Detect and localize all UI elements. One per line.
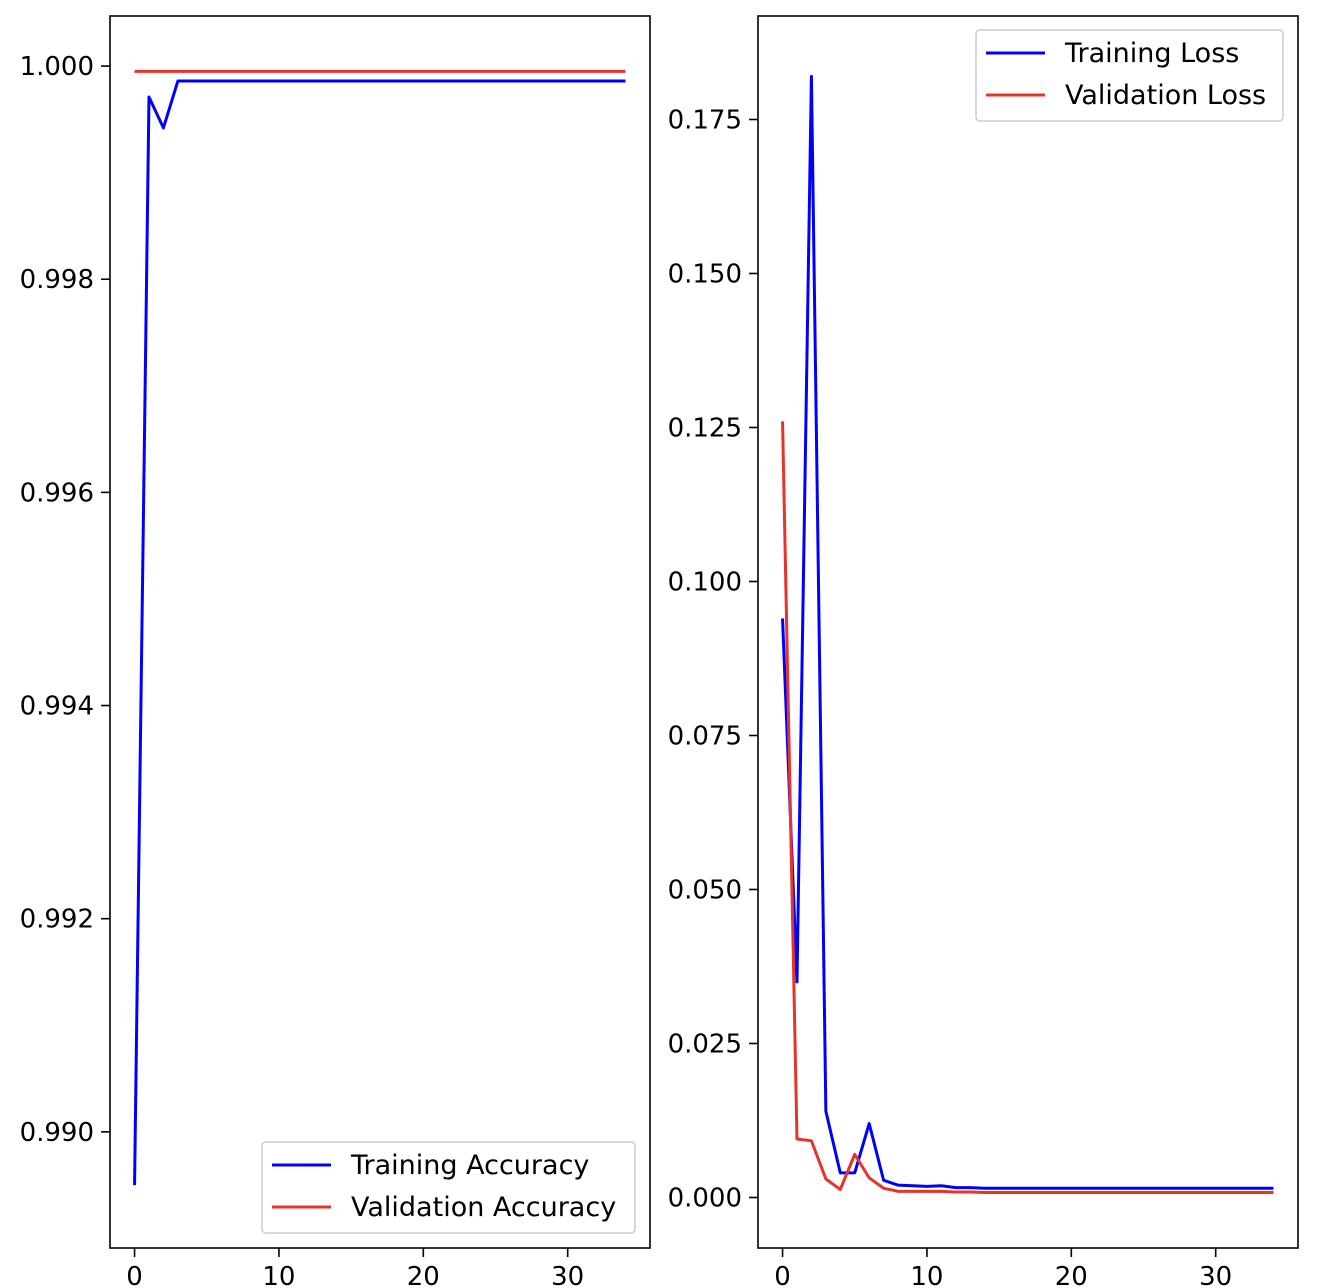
- y-tick-label: 0.175: [668, 105, 742, 135]
- legend: Training Accuracy Validation Accuracy: [261, 1141, 636, 1234]
- y-tick-label: 0.025: [668, 1029, 742, 1059]
- series-line-training-loss: [781, 74, 1274, 1190]
- legend-label: Training Accuracy: [350, 1150, 589, 1181]
- x-tick-label: 20: [1055, 1262, 1088, 1288]
- legend-label: Validation Accuracy: [351, 1192, 616, 1223]
- y-tick-label: 0.075: [668, 721, 742, 751]
- x-tick-label: 30: [1199, 1262, 1232, 1288]
- legend-label: Training Loss: [1064, 38, 1239, 69]
- x-tick-label: 10: [910, 1262, 943, 1288]
- y-tick-label: 0.996: [20, 478, 94, 508]
- y-tick-label: 0.990: [20, 1118, 94, 1148]
- x-tick-label: 30: [551, 1262, 584, 1288]
- x-tick-label: 20: [407, 1262, 440, 1288]
- legend: Training Loss Validation Loss: [975, 29, 1284, 122]
- loss-chart: 0.000 0.025 0.050 0.075 0.100 0.125 0.150 0.175…: [668, 15, 1299, 1288]
- y-tick-label: 0.050: [668, 875, 742, 905]
- y-tick-label: 0.994: [20, 692, 94, 722]
- y-tick-label: 0.998: [20, 265, 94, 295]
- y-tick-label: 1.000: [20, 52, 94, 82]
- y-tick-label: 0.125: [668, 413, 742, 443]
- legend-box: [975, 29, 1284, 122]
- y-tick-label: 0.000: [668, 1183, 742, 1213]
- y-tick-label: 0.992: [20, 905, 94, 935]
- legend-label: Validation Loss: [1065, 80, 1266, 111]
- x-tick-label: 0: [126, 1262, 143, 1288]
- series-line-validation-loss: [781, 421, 1274, 1195]
- axes-frame: [757, 15, 1299, 1249]
- y-tick-label: 0.150: [668, 259, 742, 289]
- x-tick-label: 0: [774, 1262, 791, 1288]
- accuracy-chart: 0.990 0.992 0.994 0.996 0.998 1.000 0 10 20 30 Tra…: [20, 15, 651, 1288]
- x-tick-label: 10: [262, 1262, 295, 1288]
- axes-frame: [109, 15, 651, 1249]
- series-line-training-accuracy: [133, 79, 626, 1186]
- y-tick-label: 0.100: [668, 567, 742, 597]
- legend-box: [261, 1141, 636, 1234]
